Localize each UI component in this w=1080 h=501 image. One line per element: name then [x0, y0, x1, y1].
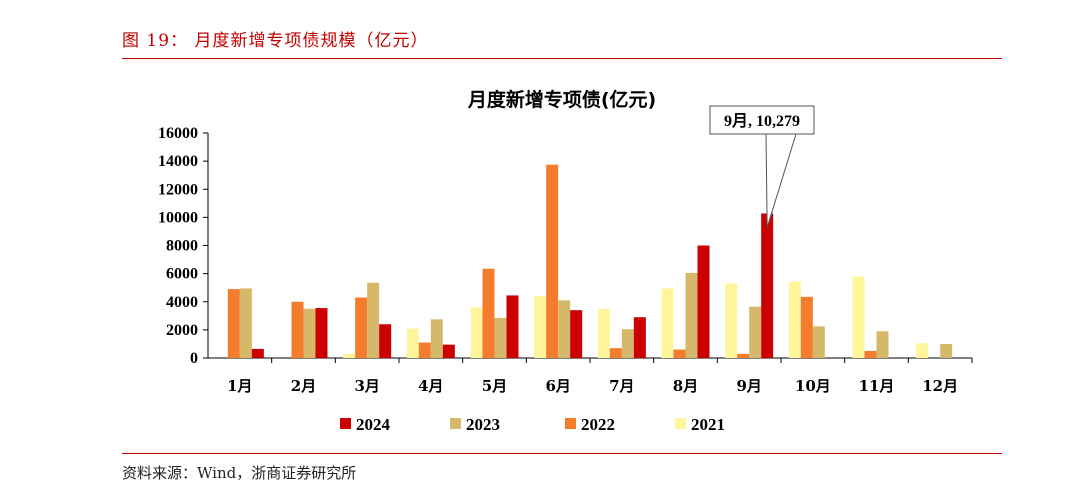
- bar-2021-4: [406, 328, 419, 358]
- callout-box: [709, 105, 815, 135]
- bar-2021-3: [343, 353, 356, 358]
- y-tick-label: 4000: [166, 294, 198, 311]
- bar-2021-8: [661, 288, 674, 358]
- x-tick-label: 9月: [736, 377, 761, 395]
- top-rule: [122, 58, 1002, 59]
- legend-swatch-2024: [340, 418, 351, 429]
- bar-2023-5: [494, 317, 507, 358]
- bar-2023-12: [940, 343, 953, 358]
- x-tick-label: 5月: [482, 377, 507, 395]
- y-tick-label: 16000: [158, 125, 198, 142]
- bar-2022-10: [800, 296, 813, 358]
- legend-label-2022: 2022: [581, 415, 615, 434]
- x-tick-label: 4月: [418, 377, 443, 395]
- y-tick-label: 14000: [158, 153, 198, 170]
- y-tick-label: 8000: [166, 238, 198, 255]
- bar-2023-10: [812, 326, 825, 358]
- bar-2021-7: [597, 308, 610, 358]
- annotation: 9月, 10,279: [709, 105, 815, 228]
- x-tick-label: 2月: [291, 377, 316, 395]
- legend-label-2023: 2023: [466, 415, 500, 434]
- bar-2023-4: [430, 319, 443, 358]
- callout-pointer: [765, 133, 797, 228]
- bar-2022-8: [673, 349, 686, 358]
- bar-2023-8: [685, 272, 698, 358]
- bar-2024-5: [506, 295, 519, 358]
- bar-2022-4: [418, 342, 431, 358]
- x-tick-label: 1月: [227, 377, 252, 395]
- bar-2024-4: [442, 344, 455, 358]
- bar-2021-5: [470, 307, 483, 358]
- bar-2023-7: [621, 329, 634, 358]
- bar-2022-9: [737, 353, 750, 358]
- bar-2023-1: [239, 288, 252, 358]
- x-tick-label: 12月: [922, 377, 958, 395]
- bar-2023-6: [558, 300, 571, 358]
- bar-2024-2: [315, 308, 328, 358]
- bar-2021-6: [534, 296, 547, 358]
- x-tick-label: 11月: [859, 377, 895, 395]
- figure-label: 图 19： 月度新增专项债规模（亿元）: [122, 31, 429, 51]
- bar-2022-6: [546, 164, 559, 358]
- bar-2022-11: [864, 350, 877, 358]
- y-tick-label: 10000: [158, 209, 198, 226]
- legend-swatch-2022: [565, 418, 576, 429]
- bar-2022-5: [482, 268, 495, 358]
- bar-2023-3: [367, 282, 380, 358]
- bottom-rule: [122, 453, 1002, 454]
- bar-2024-1: [251, 348, 264, 358]
- source-note: 资料来源：Wind，浙商证券研究所: [122, 464, 357, 482]
- x-tick-label: 6月: [545, 377, 570, 395]
- y-tick-label: 2000: [166, 322, 198, 339]
- axes: [203, 132, 973, 363]
- y-tick-label: 12000: [158, 181, 198, 198]
- bar-2024-3: [379, 324, 392, 358]
- bar-2022-1: [227, 289, 240, 358]
- y-tick-label: 6000: [166, 266, 198, 283]
- bars: [227, 164, 953, 358]
- y-tick-label: 0: [190, 350, 198, 367]
- bar-2023-9: [749, 306, 762, 358]
- chart-title: 月度新增专项债(亿元): [467, 88, 656, 111]
- bar-2024-6: [570, 310, 583, 358]
- x-tick-label: 3月: [354, 377, 379, 395]
- legend: 2024 2023 2022 2021: [340, 415, 725, 434]
- labels: 0 2000 4000 6000 8000 10000 12000 14000 16000 1月 2…: [158, 125, 958, 395]
- legend-label-2021: 2021: [691, 415, 725, 434]
- bar-2023-11: [876, 331, 889, 358]
- bar-2021-10: [788, 281, 801, 358]
- x-tick-label: 7月: [609, 377, 634, 395]
- bar-2024-7: [633, 317, 646, 358]
- legend-swatch-2023: [450, 418, 461, 429]
- bar-2024-8: [697, 245, 710, 358]
- callout-text: 9月, 10,279: [724, 112, 800, 130]
- x-tick-label: 10月: [795, 377, 831, 395]
- bar-2023-2: [303, 308, 316, 358]
- bar-2022-3: [355, 297, 368, 358]
- legend-label-2024: 2024: [356, 415, 391, 434]
- bar-2024-9: [761, 213, 774, 358]
- bar-2021-11: [852, 276, 865, 358]
- x-tick-label: 8月: [673, 377, 698, 395]
- bar-2022-2: [291, 301, 304, 358]
- legend-swatch-2021: [675, 418, 686, 429]
- bar-2021-12: [916, 343, 929, 358]
- bar-2021-9: [725, 283, 738, 358]
- bar-2022-7: [609, 348, 622, 358]
